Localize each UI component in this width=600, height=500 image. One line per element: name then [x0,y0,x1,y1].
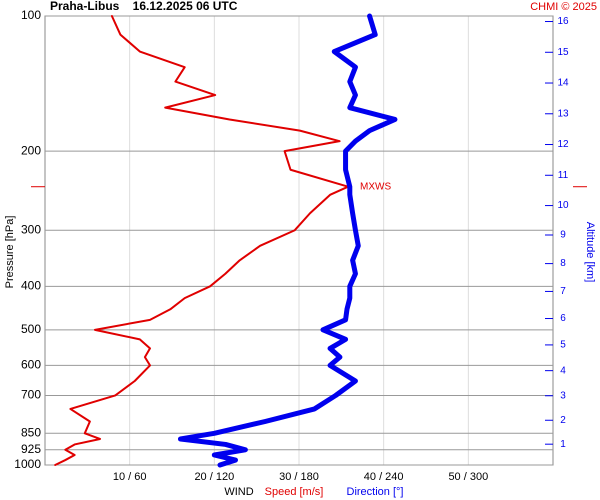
x-tick-label: 40 / 240 [364,471,404,483]
y-tick-label: 925 [21,442,41,456]
x-tick-label: 20 / 120 [194,471,234,483]
y2-tick-label: 16 [557,16,569,27]
y-tick-label: 300 [21,222,41,236]
annotation: MXWS [360,181,391,192]
x-axis-label-speed: Speed [m/s] [265,486,324,498]
y2-tick-label: 14 [557,78,569,89]
y-tick-label: 600 [21,358,41,372]
y-tick-label: 850 [21,425,41,439]
y2-tick-label: 5 [560,340,566,351]
x-axis-label-direction: Direction [°] [347,486,404,498]
credit: CHMI © 2025 [530,1,597,13]
y-tick-label: 700 [21,388,41,402]
y-tick-label: 400 [21,278,41,292]
x-tick-label: 30 / 180 [279,471,319,483]
y2-tick-label: 8 [560,258,566,269]
y-tick-label: 100 [21,8,41,22]
y2-tick-label: 9 [560,230,566,241]
x-tick-label: 10 / 60 [113,471,147,483]
y2-tick-label: 3 [560,390,566,401]
y2-tick-label: 13 [557,108,569,119]
data-line [54,15,350,466]
y-tick-label: 1000 [14,457,41,471]
y2-tick-label: 2 [560,415,566,426]
y2-tick-label: 1 [560,439,566,450]
y2-tick-label: 6 [560,313,566,324]
x-axis-label: WIND [224,486,253,498]
data-line [177,13,398,468]
y2-axis-label: Altitude [km] [584,222,596,283]
y2-tick-label: 15 [557,47,569,58]
y-tick-label: 500 [21,322,41,336]
y-tick-label: 200 [21,143,41,157]
y2-tick-label: 10 [557,200,569,211]
y2-tick-label: 7 [560,286,566,297]
y2-tick-label: 12 [557,139,569,150]
y2-tick-label: 11 [558,170,569,181]
y2-tick-label: 4 [560,365,566,376]
y-axis-label: Pressure [hPa] [4,216,16,289]
x-tick-label: 50 / 300 [448,471,488,483]
chart-title: Praha-Libus 16.12.2025 06 UTC [50,0,238,13]
